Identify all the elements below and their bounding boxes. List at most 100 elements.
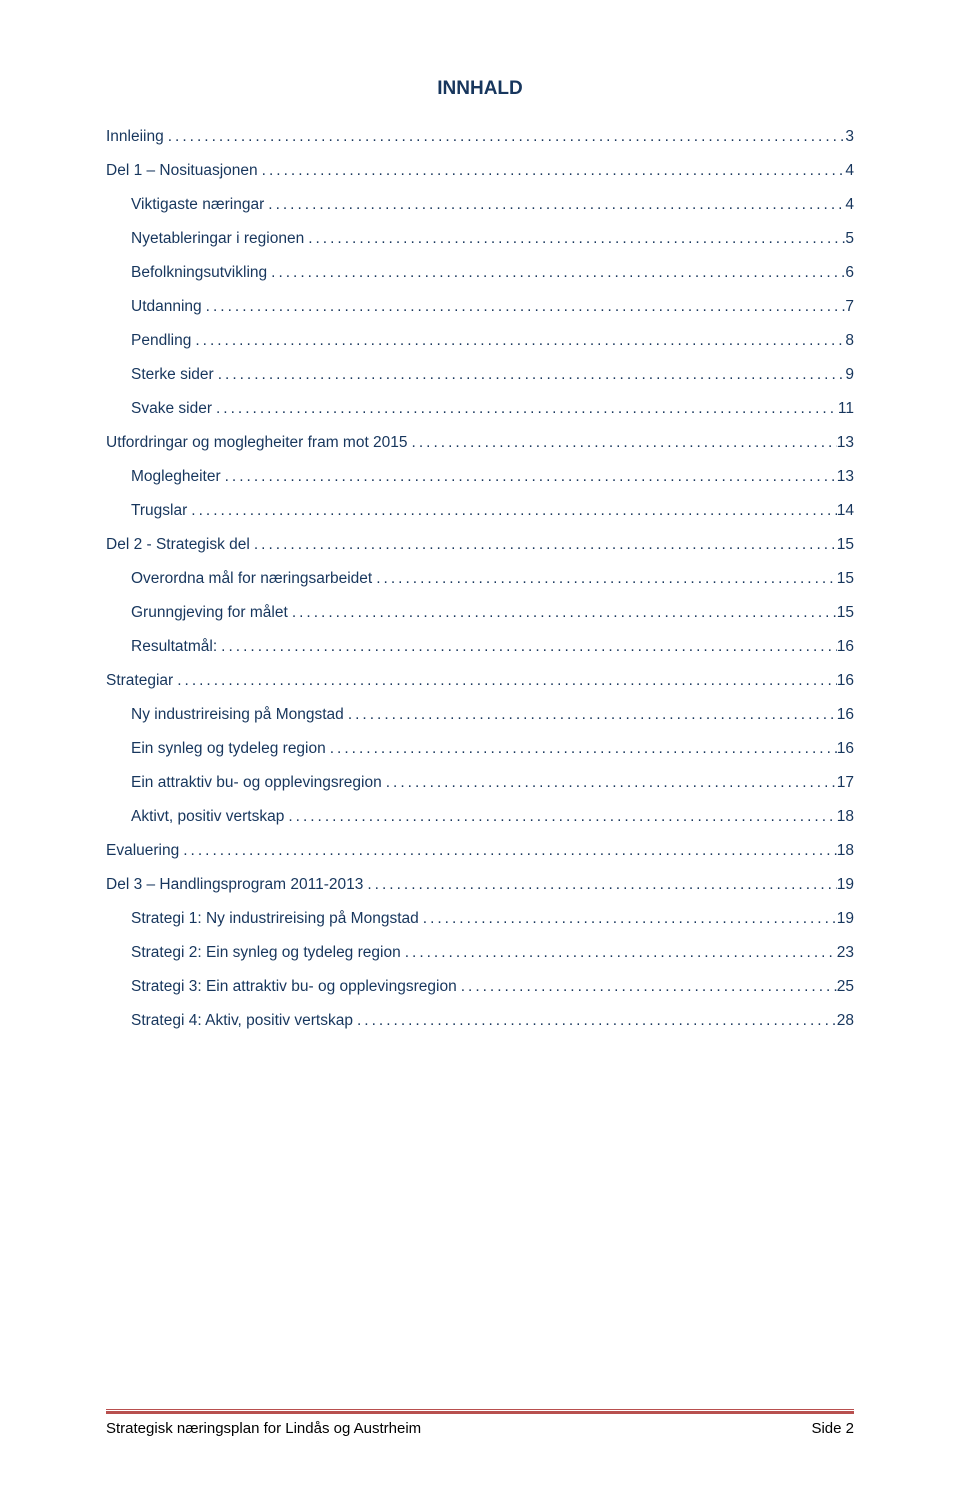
- toc-label: Strategi 4: Aktiv, positiv vertskap: [131, 1012, 353, 1030]
- toc-label: Pendling: [131, 332, 191, 350]
- toc-label: Del 3 – Handlingsprogram 2011-2013: [106, 876, 363, 894]
- toc-label: Strategiar: [106, 672, 173, 690]
- toc-page-number: 18: [837, 808, 854, 826]
- toc-label: Evaluering: [106, 842, 179, 860]
- toc-label: Moglegheiter: [131, 468, 221, 486]
- toc-entry[interactable]: Del 3 – Handlingsprogram 2011-2013 19: [106, 876, 854, 894]
- toc-entry[interactable]: Nyetableringar i regionen 5: [106, 230, 854, 248]
- toc-leader-dots: [212, 400, 838, 418]
- toc-page-number: 11: [838, 400, 854, 418]
- footer-row: Strategisk næringsplan for Lindås og Aus…: [106, 1420, 854, 1437]
- toc-page-number: 25: [837, 978, 854, 996]
- toc-leader-dots: [214, 366, 846, 384]
- toc-leader-dots: [179, 842, 837, 860]
- toc-leader-dots: [173, 672, 837, 690]
- toc-entry[interactable]: Sterke sider9: [106, 366, 854, 384]
- toc-leader-dots: [187, 502, 836, 520]
- toc-label: Trugslar: [131, 502, 187, 520]
- toc-label: Aktivt, positiv vertskap: [131, 808, 284, 826]
- toc-page-number: 14: [837, 502, 854, 520]
- toc-page-number: 16: [837, 638, 854, 656]
- toc-label: Del 2 - Strategisk del: [106, 536, 250, 554]
- toc-entry[interactable]: Utdanning7: [106, 298, 854, 316]
- toc-leader-dots: [267, 264, 845, 282]
- toc-entry[interactable]: Befolkningsutvikling6: [106, 264, 854, 282]
- toc-entry[interactable]: Utfordringar og moglegheiter fram mot 20…: [106, 434, 854, 452]
- toc-leader-dots: [202, 298, 846, 316]
- toc-label: Strategi 1: Ny industrireising på Mongst…: [131, 910, 419, 928]
- toc-entry[interactable]: Del 1 – Nosituasjonen 4: [106, 162, 854, 180]
- toc-leader-dots: [304, 230, 845, 248]
- toc-page-number: 4: [845, 162, 854, 180]
- toc-page-number: 6: [845, 264, 854, 282]
- toc-label: Nyetableringar i regionen: [131, 230, 304, 248]
- toc-page-number: 19: [837, 876, 854, 894]
- toc-leader-dots: [457, 978, 837, 996]
- toc-label: Del 1 – Nosituasjonen: [106, 162, 258, 180]
- toc-entry[interactable]: Overordna mål for næringsarbeidet 15: [106, 570, 854, 588]
- toc-label: Utdanning: [131, 298, 202, 316]
- toc-page-number: 15: [837, 570, 854, 588]
- toc-leader-dots: [326, 740, 837, 758]
- toc-entry[interactable]: Resultatmål: 16: [106, 638, 854, 656]
- toc-entry[interactable]: Strategi 4: Aktiv, positiv vertskap 28: [106, 1012, 854, 1030]
- toc-leader-dots: [250, 536, 837, 554]
- toc-page-number: 4: [845, 196, 854, 214]
- toc-leader-dots: [408, 434, 837, 452]
- toc-entry[interactable]: Trugslar 14: [106, 502, 854, 520]
- toc-page-number: 15: [837, 536, 854, 554]
- page-footer: Strategisk næringsplan for Lindås og Aus…: [106, 1409, 854, 1437]
- toc-page-number: 16: [837, 672, 854, 690]
- toc-page-number: 9: [845, 366, 854, 384]
- toc-page-number: 23: [837, 944, 854, 962]
- toc-leader-dots: [284, 808, 836, 826]
- toc-entry[interactable]: Moglegheiter13: [106, 468, 854, 486]
- toc-label: Strategi 3: Ein attraktiv bu- og opplevi…: [131, 978, 457, 996]
- toc-leader-dots: [353, 1012, 837, 1030]
- toc-page-number: 16: [837, 740, 854, 758]
- toc-entry[interactable]: Ein synleg og tydeleg region16: [106, 740, 854, 758]
- toc-entry[interactable]: Pendling 8: [106, 332, 854, 350]
- toc-leader-dots: [258, 162, 846, 180]
- toc-label: Utfordringar og moglegheiter fram mot 20…: [106, 434, 408, 452]
- toc-label: Ny industrireising på Mongstad: [131, 706, 344, 724]
- toc-page-number: 3: [845, 128, 854, 146]
- toc-page-number: 16: [837, 706, 854, 724]
- toc-container: Innleiing3Del 1 – Nosituasjonen4Viktigas…: [106, 128, 854, 1030]
- toc-page-number: 18: [837, 842, 854, 860]
- toc-leader-dots: [419, 910, 837, 928]
- toc-leader-dots: [288, 604, 837, 622]
- toc-entry[interactable]: Strategi 3: Ein attraktiv bu- og opplevi…: [106, 978, 854, 996]
- toc-leader-dots: [191, 332, 845, 350]
- toc-label: Resultatmål:: [131, 638, 217, 656]
- toc-leader-dots: [344, 706, 837, 724]
- toc-page-number: 17: [837, 774, 854, 792]
- toc-page-number: 19: [837, 910, 854, 928]
- toc-entry[interactable]: Del 2 - Strategisk del 15: [106, 536, 854, 554]
- footer-divider: [106, 1409, 854, 1414]
- toc-entry[interactable]: Evaluering 18: [106, 842, 854, 860]
- toc-entry[interactable]: Aktivt, positiv vertskap 18: [106, 808, 854, 826]
- toc-entry[interactable]: Svake sider 11: [106, 400, 854, 418]
- toc-entry[interactable]: Grunngjeving for målet15: [106, 604, 854, 622]
- toc-label: Svake sider: [131, 400, 212, 418]
- toc-entry[interactable]: Viktigaste næringar 4: [106, 196, 854, 214]
- toc-entry[interactable]: Ein attraktiv bu- og opplevingsregion 17: [106, 774, 854, 792]
- toc-entry[interactable]: Strategiar 16: [106, 672, 854, 690]
- toc-label: Ein attraktiv bu- og opplevingsregion: [131, 774, 382, 792]
- toc-label: Overordna mål for næringsarbeidet: [131, 570, 372, 588]
- toc-leader-dots: [164, 128, 846, 146]
- toc-page-number: 8: [845, 332, 854, 350]
- toc-entry[interactable]: Strategi 1: Ny industrireising på Mongst…: [106, 910, 854, 928]
- toc-label: Viktigaste næringar: [131, 196, 264, 214]
- toc-entry[interactable]: Ny industrireising på Mongstad 16: [106, 706, 854, 724]
- toc-page-number: 28: [837, 1012, 854, 1030]
- toc-leader-dots: [221, 468, 837, 486]
- toc-leader-dots: [401, 944, 837, 962]
- toc-leader-dots: [382, 774, 837, 792]
- toc-page-number: 5: [845, 230, 854, 248]
- toc-entry[interactable]: Strategi 2: Ein synleg og tydeleg region…: [106, 944, 854, 962]
- toc-page-number: 13: [837, 434, 854, 452]
- toc-entry[interactable]: Innleiing3: [106, 128, 854, 146]
- toc-label: Strategi 2: Ein synleg og tydeleg region: [131, 944, 401, 962]
